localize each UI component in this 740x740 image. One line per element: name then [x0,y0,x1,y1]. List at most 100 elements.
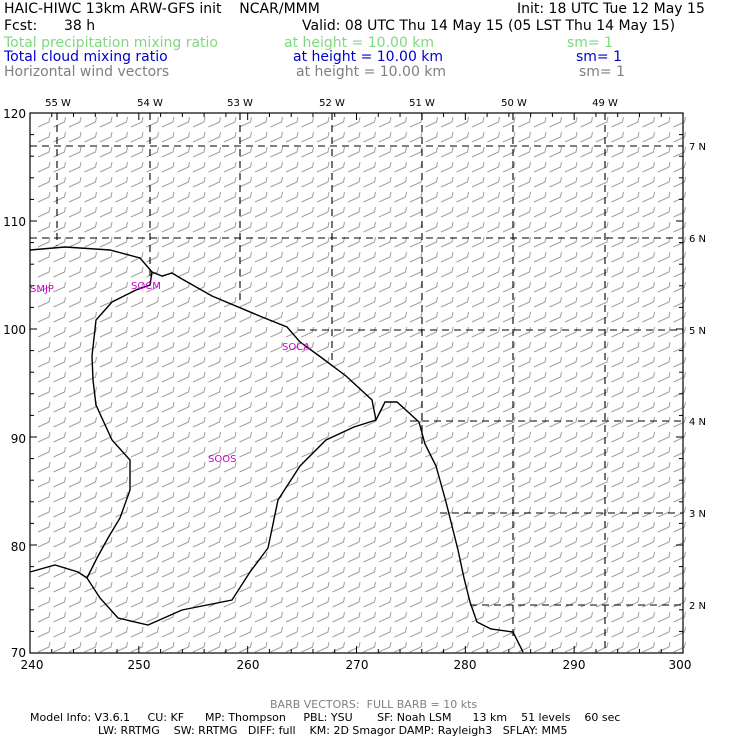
wind-barb [347,116,361,128]
wind-barb [564,386,578,398]
wind-barb [657,401,671,413]
wind-barb [657,476,671,488]
wind-barb [518,161,531,173]
wind-barb [177,356,190,368]
wind-barb [130,191,144,203]
wind-barb [130,371,144,383]
x-tick-label: 300 [669,658,692,672]
wind-barb [254,476,268,488]
wind-barb [285,506,299,518]
wind-barb [177,161,190,173]
field-wind-name: Horizontal wind vectors [4,64,170,80]
wind-barb [642,161,655,173]
wind-barb [564,491,578,503]
wind-barb [409,311,423,323]
wind-barb [363,341,376,353]
wind-barb [425,296,438,308]
wind-barb [316,251,330,263]
wind-barb [84,611,97,623]
wind-barb [68,326,82,338]
wind-barb [146,506,159,518]
wind-barb [456,221,469,233]
wind-barb [254,191,268,203]
wind-barb [130,536,144,548]
wind-barb [549,371,562,383]
wind-barb [518,506,531,518]
wind-barb [564,521,578,533]
wind-barb [146,206,159,218]
wind-barb [37,116,51,128]
wind-barb [487,626,500,638]
wind-barb [533,566,547,578]
lon-label: 52 W [319,98,345,109]
wind-barb [580,296,593,308]
wind-barb [177,251,190,263]
wind-barb [53,221,66,233]
wind-barb [332,536,345,548]
wind-barb [146,401,159,413]
wind-barb [549,431,562,443]
wind-barb [595,221,609,233]
wind-barb [53,611,66,623]
wind-barb [595,446,609,458]
wind-barb [208,416,221,428]
wind-barb [99,641,113,653]
wind-barb [316,341,330,353]
wind-barb [425,131,438,143]
wind-barb [456,311,469,323]
wind-barb [425,221,438,233]
wind-barb [533,191,547,203]
wind-barb [394,581,407,593]
wind-barb [456,401,469,413]
wind-barb [115,506,128,518]
wind-barb [285,266,299,278]
wind-barb [254,386,268,398]
wind-barb [208,311,221,323]
wind-barb [580,536,593,548]
wind-barb [68,506,82,518]
wind-barb [595,146,609,158]
wind-barb [564,146,578,158]
wind-barb [549,476,562,488]
wind-barb [115,611,128,623]
wind-barb [363,491,376,503]
wind-barb [626,356,640,368]
wind-barb [580,431,593,443]
wind-barb [347,251,361,263]
wind-barb [580,371,593,383]
wind-barb [53,341,66,353]
wind-barb [440,371,454,383]
wind-barb [99,596,113,608]
wind-barb [564,431,578,443]
wind-barb [378,506,392,518]
wind-barb [425,356,438,368]
wind-barb [161,161,175,173]
wind-barb [440,491,454,503]
wind-barb [347,206,361,218]
wind-barb [642,566,655,578]
wind-barb [192,416,206,428]
wind-barb [378,461,392,473]
wind-barb [440,221,454,233]
wind-barb [161,581,175,593]
wind-barb [378,521,392,533]
wind-barb [332,266,345,278]
wind-barb [394,176,407,188]
wind-barb [471,551,485,563]
wind-barb [37,611,51,623]
wind-barb [270,311,283,323]
wind-barb [440,401,454,413]
wind-barb [68,461,82,473]
wind-barb [130,461,144,473]
wind-barb [394,416,407,428]
wind-barb [673,326,686,338]
wind-barb [456,491,469,503]
wind-barb [68,476,82,488]
wind-barb [440,176,454,188]
wind-barb [580,446,593,458]
wind-barb [363,536,376,548]
wind-barb [378,221,392,233]
wind-barb [595,191,609,203]
wind-barb [673,356,686,368]
wind-barb [239,551,252,563]
